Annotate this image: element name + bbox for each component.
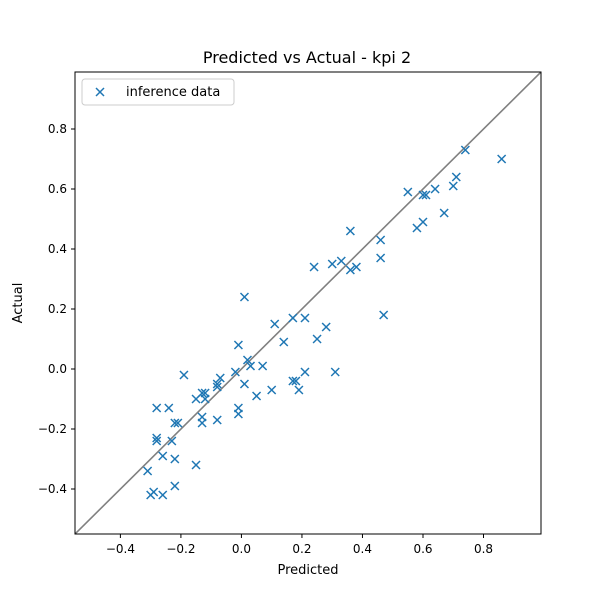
y-tick-label: 0.8 [48, 122, 67, 136]
y-tick-label: −0.2 [38, 422, 67, 436]
data-point [330, 367, 340, 377]
data-point [167, 436, 177, 446]
legend: inference data [81, 78, 235, 106]
data-point [376, 235, 386, 245]
data-point [158, 490, 168, 500]
data-point [345, 265, 355, 275]
x-tick-label: 0.4 [353, 542, 372, 556]
data-point [327, 259, 337, 269]
data-point [300, 313, 310, 323]
data-point [212, 415, 222, 425]
legend-x-icon [95, 87, 105, 97]
data-point [143, 466, 153, 476]
data-point [239, 379, 249, 389]
data-point [288, 313, 298, 323]
data-point [233, 409, 243, 419]
data-point [212, 382, 222, 392]
data-point [173, 418, 183, 428]
data-point [451, 172, 461, 182]
data-point [170, 418, 180, 428]
data-point [294, 385, 304, 395]
y-tick-label: −0.4 [38, 482, 67, 496]
data-point [312, 334, 322, 344]
x-axis: −0.4 −0.2 0.0 0.2 0.4 0.6 0.8 [106, 534, 493, 556]
data-point [191, 460, 201, 470]
data-point [288, 376, 298, 386]
data-point [200, 394, 210, 404]
plot-frame [74, 71, 542, 535]
legend-marker [95, 87, 105, 97]
x-tick-label: 0.0 [232, 542, 251, 556]
y-tick-label: 0.4 [48, 242, 67, 256]
data-point [152, 433, 162, 443]
y-axis: −0.4 −0.2 0.0 0.2 0.4 0.6 0.8 [38, 122, 75, 496]
data-point [412, 223, 422, 233]
data-point [460, 145, 470, 155]
data-point [233, 340, 243, 350]
y-tick-label: 0.2 [48, 302, 67, 316]
data-point [239, 292, 249, 302]
x-tick-label: 0.8 [474, 542, 493, 556]
data-point [418, 190, 428, 200]
data-point [439, 208, 449, 218]
data-point [279, 337, 289, 347]
identity-line [75, 72, 541, 534]
data-point [376, 253, 386, 263]
y-axis-label: Actual [11, 283, 26, 324]
data-point [321, 322, 331, 332]
data-point [252, 391, 262, 401]
data-point [258, 361, 268, 371]
data-point [179, 370, 189, 380]
chart-title: Predicted vs Actual - kpi 2 [203, 48, 411, 67]
data-point [351, 262, 361, 272]
data-point [291, 376, 301, 386]
data-point [152, 403, 162, 413]
data-point [170, 454, 180, 464]
data-point [152, 436, 162, 446]
x-tick-label: 0.2 [292, 542, 311, 556]
legend-label: inference data [126, 85, 220, 100]
data-point [270, 319, 280, 329]
data-point [403, 187, 413, 197]
data-point [448, 181, 458, 191]
data-point [245, 361, 256, 371]
data-point [158, 451, 168, 461]
data-point [212, 379, 222, 389]
plot-content [75, 72, 541, 534]
data-point [230, 367, 240, 377]
y-tick-label: 0.0 [48, 362, 67, 376]
x-axis-label: Predicted [277, 563, 338, 578]
data-point [191, 394, 201, 404]
data-point [242, 355, 253, 365]
data-point [379, 310, 389, 320]
data-point [215, 373, 225, 383]
y-tick-label: 0.6 [48, 182, 67, 196]
x-tick-label: −0.4 [106, 542, 135, 556]
x-tick-label: 0.6 [413, 542, 432, 556]
data-point [430, 184, 440, 194]
data-point [309, 262, 319, 272]
data-point [164, 403, 174, 413]
data-point [497, 154, 507, 164]
data-point [336, 256, 346, 266]
data-point [197, 418, 207, 428]
data-point [300, 367, 310, 377]
legend-box [81, 78, 235, 106]
data-point [267, 385, 277, 395]
x-tick-label: −0.2 [166, 542, 195, 556]
data-point [421, 190, 431, 200]
data-point [345, 226, 355, 236]
data-point [149, 487, 159, 497]
data-point [170, 481, 180, 491]
